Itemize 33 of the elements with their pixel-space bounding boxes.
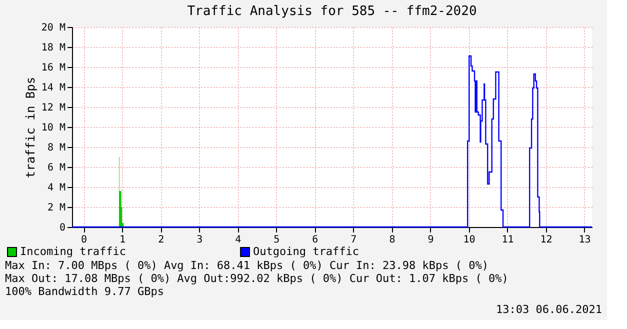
text: 100% Bandwidth 9.77 GBps [5,285,164,298]
y-tick-label: 6 M [47,162,66,174]
y-tick-label: 4 M [47,182,66,194]
y-tick-label: 8 M [47,142,66,154]
x-tick-label: 1 [120,234,126,246]
x-tick-label: 13 [578,234,591,246]
x-tick-label: 10 [463,234,476,246]
x-tick-label: 2 [158,234,164,246]
x-tick-label: 12 [540,234,552,246]
text: Max In: 7.00 MBps ( 0%) Avg In: 68.41 kBps ( 0%) Cur In: 23.98 kBps ( 0%) [5,259,488,272]
y-axis-title: traffic in Bps [23,76,38,178]
y-tick-label: 2 M [47,202,66,214]
y-tick-label: 18 M [41,42,66,54]
x-tick-label: 9 [428,234,434,246]
x-tick-label: 6 [312,234,318,246]
x-tick-label: 4 [235,234,242,246]
text: Max Out: 17.08 MBps ( 0%) Avg Out:992.02 kBps ( 0%) Cur Out: 1.07 kBps ( 0%) [5,272,508,285]
text: 13:03 06.06.2021 [496,303,602,316]
x-tick-label: 8 [389,234,396,246]
legend-label: Incoming traffic [20,245,126,258]
x-tick-label: 0 [81,234,88,246]
y-tick-label: 10 M [41,122,66,134]
y-tick-label: 12 M [41,102,66,114]
x-tick-label: 3 [196,234,203,246]
legend-label: Outgoing traffic [253,245,359,258]
x-tick-label: 7 [350,234,357,246]
x-tick-label: 5 [274,234,280,246]
y-tick-label: 14 M [41,82,66,94]
y-tick-label: 16 M [41,62,66,74]
chart-title: Traffic Analysis for 585 -- ffm2-2020 [187,4,477,19]
y-tick-label: 0 [59,222,66,234]
x-tick-label: 11 [502,234,514,246]
y-tick-label: 20 M [41,22,66,34]
